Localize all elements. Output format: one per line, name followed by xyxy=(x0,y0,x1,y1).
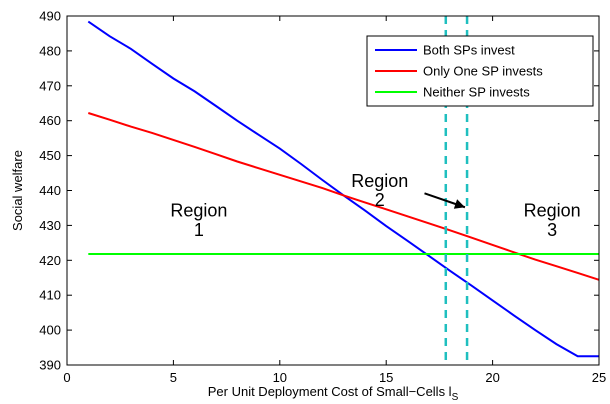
y-tick-label: 410 xyxy=(39,288,61,303)
series-line-2 xyxy=(87,112,600,281)
x-tick-label: 25 xyxy=(592,370,606,385)
y-tick-label: 490 xyxy=(39,9,61,24)
y-axis-label: Social welfare xyxy=(10,150,25,231)
x-tick-label: 5 xyxy=(170,370,177,385)
y-tick-label: 400 xyxy=(39,323,61,338)
arrow-head xyxy=(453,199,465,209)
x-axis-label-subscript: S xyxy=(452,392,459,403)
y-tick-label: 430 xyxy=(39,218,61,233)
x-tick-label: 0 xyxy=(63,370,70,385)
legend: Both SPs invest Only One SP invests Neithe… xyxy=(366,35,594,107)
y-tick-label: 470 xyxy=(39,78,61,93)
x-tick-label: 15 xyxy=(379,370,393,385)
region-annotation: 2 xyxy=(375,190,385,210)
region-annotation: Region xyxy=(351,171,408,191)
x-axis-label-main: Per Unit Deployment Cost of Small−Cells … xyxy=(208,384,452,399)
region-annotation: Region xyxy=(524,201,581,221)
y-tick-label: 460 xyxy=(39,113,61,128)
y-tick-label: 420 xyxy=(39,253,61,268)
y-tick-label: 480 xyxy=(39,43,61,58)
region-annotation: Region xyxy=(170,201,227,221)
x-tick-label: 10 xyxy=(273,370,287,385)
x-tick-label: 20 xyxy=(485,370,499,385)
region-annotation: 3 xyxy=(547,220,557,240)
legend-entry-label: Neither SP invests xyxy=(423,85,530,100)
region-annotation: 1 xyxy=(194,220,204,240)
y-tick-label: 450 xyxy=(39,148,61,163)
y-tick-label: 390 xyxy=(39,358,61,373)
legend-entry-label: Only One SP invests xyxy=(423,64,543,79)
y-tick-label: 440 xyxy=(39,183,61,198)
legend-entry-label: Both SPs invest xyxy=(423,43,515,58)
plot-lines-group xyxy=(87,20,600,358)
ticks-group: 0 5 10 15 20 25 390 400 410 420 430 440 450 460 470 480… xyxy=(39,9,606,386)
x-axis-label: Per Unit Deployment Cost of Small−Cells … xyxy=(208,384,459,403)
